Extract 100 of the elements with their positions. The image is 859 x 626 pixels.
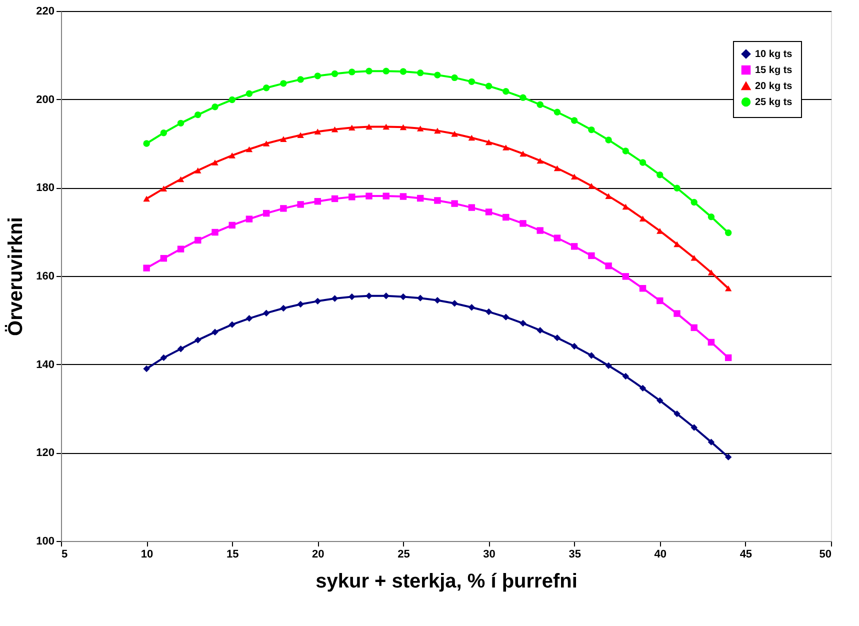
point (382, 192, 390, 200)
point (588, 182, 595, 189)
point (639, 384, 646, 392)
point (536, 158, 544, 164)
y-tick-label: 120 (36, 447, 54, 460)
point (143, 264, 150, 272)
point (400, 68, 407, 75)
point (143, 140, 150, 147)
point (554, 234, 561, 242)
point (348, 124, 356, 131)
point (297, 201, 304, 208)
point (656, 172, 664, 178)
point (331, 195, 338, 202)
point (177, 176, 184, 182)
point (314, 298, 322, 305)
point (588, 352, 595, 359)
x-tick-label: 45 (740, 548, 752, 560)
point (502, 144, 510, 150)
point (708, 438, 715, 446)
point (382, 124, 390, 130)
point (246, 315, 253, 322)
point (536, 326, 544, 334)
x-axis-title: sykur + sterkja, % í þurrefni (316, 570, 578, 592)
x-tick-label: 10 (140, 548, 154, 560)
point (639, 159, 646, 166)
point (605, 193, 612, 199)
point (451, 130, 458, 137)
legend-label: 10 kg ts (755, 49, 793, 60)
point (724, 229, 732, 236)
point (160, 130, 168, 136)
x-tick-label: 5 (62, 548, 68, 560)
point (212, 160, 218, 166)
point (708, 213, 715, 220)
point (246, 90, 253, 97)
point (724, 454, 732, 460)
point (366, 68, 372, 74)
point (502, 314, 510, 320)
x-tick-label: 50 (819, 548, 832, 560)
point (194, 168, 202, 174)
point (468, 204, 476, 211)
point (468, 134, 476, 141)
point (160, 254, 168, 262)
x-tick-label: 40 (654, 548, 667, 560)
point (280, 304, 287, 312)
point (314, 198, 322, 205)
point (622, 273, 630, 280)
point (262, 140, 270, 146)
point (520, 220, 526, 227)
point (297, 132, 304, 138)
point (228, 222, 236, 229)
point (143, 365, 150, 372)
point (588, 252, 595, 260)
point (536, 101, 544, 108)
point (570, 342, 578, 350)
point (588, 126, 595, 134)
point (520, 94, 526, 101)
point (228, 321, 236, 328)
point (674, 410, 680, 418)
point (314, 128, 322, 134)
x-tick-label: 15 (226, 548, 239, 560)
point (451, 74, 458, 82)
point (434, 296, 441, 304)
point (639, 285, 646, 292)
point (690, 424, 698, 431)
point (177, 346, 184, 352)
point (554, 165, 561, 172)
point (416, 69, 424, 76)
point (280, 136, 287, 142)
point (366, 192, 372, 200)
point (228, 96, 236, 104)
y-tick-label: 220 (36, 6, 54, 18)
point (280, 80, 287, 87)
point (485, 139, 492, 146)
point (690, 198, 698, 206)
point (177, 246, 184, 252)
point (314, 72, 322, 80)
x-tick-label: 25 (398, 548, 410, 560)
point (400, 293, 407, 300)
point (605, 262, 612, 270)
legend-label: 20 kg ts (755, 81, 793, 92)
point (554, 108, 561, 116)
point (348, 68, 356, 76)
point (262, 310, 270, 316)
point (451, 300, 458, 307)
point (622, 148, 630, 154)
point (451, 200, 458, 207)
point (160, 186, 168, 192)
point (297, 76, 304, 83)
point (708, 338, 715, 346)
point (622, 372, 630, 380)
point (708, 270, 715, 276)
point (724, 285, 732, 292)
point (690, 254, 698, 261)
point (416, 294, 424, 302)
point (416, 194, 424, 202)
point (485, 208, 492, 216)
point (468, 304, 476, 311)
point (570, 243, 578, 250)
point (502, 88, 510, 95)
point (366, 292, 372, 300)
